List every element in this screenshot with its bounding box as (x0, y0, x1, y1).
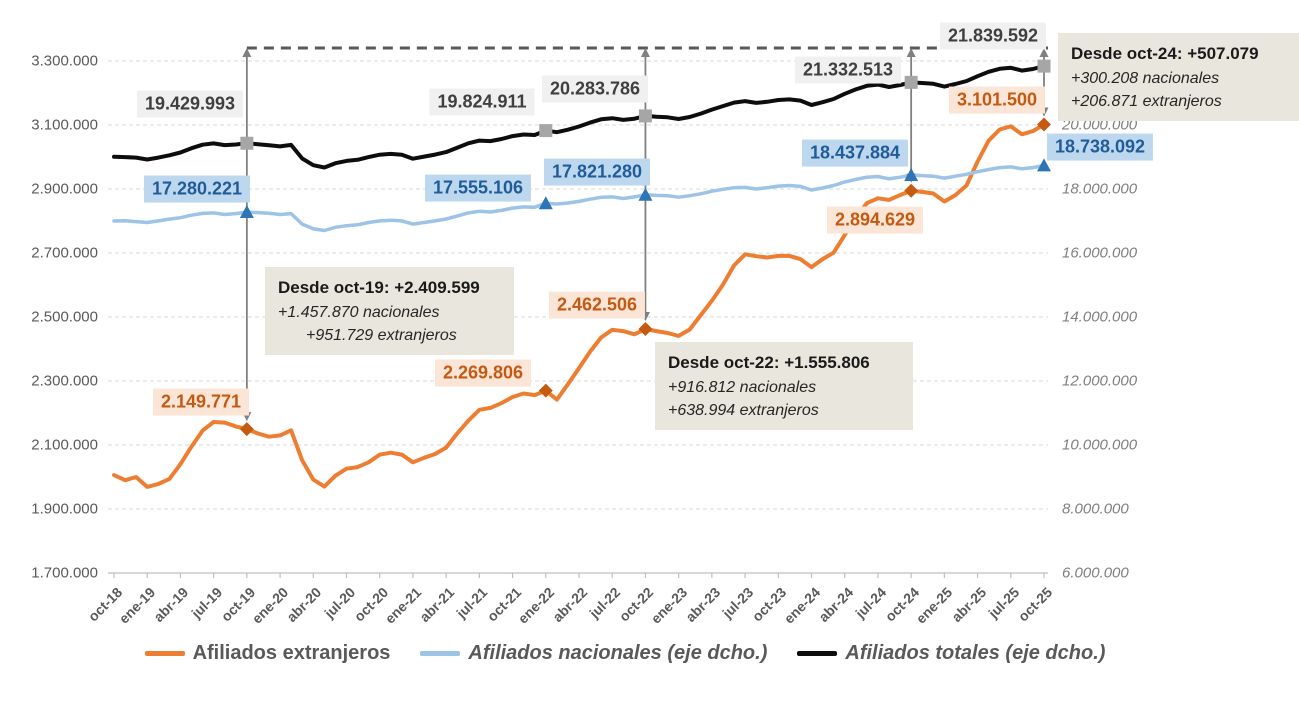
extranjeros-line-swatch-icon (144, 651, 185, 656)
nacionales-triangle-marker-icon (638, 187, 653, 201)
right-axis-tick-label: 12.000.000 (1062, 372, 1138, 390)
extranjeros-line (112, 122, 1046, 489)
annotation-line-extranjeros: +638.994 extranjeros (668, 401, 819, 419)
nacionales-value-label: 18.437.884 (801, 139, 909, 167)
legend-label: Afiliados nacionales (eje dcho.) (468, 642, 768, 664)
right-axis-tick-label: 10.000.000 (1062, 436, 1138, 454)
nacionales-triangle-marker-icon (239, 205, 254, 219)
right-axis-tick-label: 16.000.000 (1062, 244, 1138, 262)
annotation-box-since-oct-19: Desde oct-19: +2.409.599 +1.457.870 naci… (265, 267, 514, 355)
nacionales-triangle-marker-icon (538, 196, 553, 210)
totales-value-label: 19.824.911 (429, 88, 535, 116)
annotation-line-extranjeros: +206.871 extranjeros (1071, 92, 1222, 110)
extranjeros-value-label: 3.101.500 (948, 86, 1046, 114)
arrow-up-icon (242, 48, 252, 57)
nacionales-value-label: 17.280.221 (143, 175, 251, 203)
annotation-box-since-oct-22: Desde oct-22: +1.555.806 +916.812 nacion… (655, 342, 913, 430)
extranjeros-value-label: 2.462.506 (548, 291, 646, 319)
annotation-title: Desde oct-24: +507.079 (1071, 44, 1259, 63)
left-axis-tick-label: 1.900.000 (31, 500, 98, 518)
annotation-line-extranjeros: +951.729 extranjeros (306, 326, 457, 344)
annotation-line-nacionales: +916.812 nacionales (668, 378, 817, 396)
right-axis-tick-label: 14.000.000 (1062, 308, 1138, 326)
right-axis-tick-label: 8.000.000 (1062, 500, 1129, 518)
annotation-line-nacionales: +1.457.870 nacionales (278, 303, 440, 321)
totales-square-marker-icon (539, 124, 553, 138)
extranjeros-diamond-marker-icon (538, 383, 553, 398)
totales-square-marker-icon (904, 75, 918, 89)
nacionales-triangle-marker-icon (904, 167, 919, 181)
totales-square-marker-icon (1037, 59, 1051, 73)
nacionales-value-label: 17.821.280 (543, 158, 651, 186)
extranjeros-value-label: 2.269.806 (434, 359, 532, 387)
nacionales-value-label: 17.555.106 (424, 174, 532, 202)
totales-value-label: 21.839.592 (939, 22, 1047, 50)
legend-label: Afiliados totales (eje dcho.) (845, 642, 1106, 664)
extranjeros-value-label: 2.894.629 (826, 206, 924, 234)
arrow-up-icon (906, 48, 916, 57)
annotation-box-since-oct-24: Desde oct-24: +507.079 +300.208 nacional… (1058, 33, 1299, 121)
legend-label: Afiliados extranjeros (192, 642, 391, 664)
right-axis-tick-label: 18.000.000 (1062, 180, 1138, 198)
extranjeros-diamond-marker-icon (1037, 117, 1051, 132)
left-axis-tick-label: 2.500.000 (31, 308, 98, 326)
left-axis-tick-label: 2.100.000 (31, 436, 98, 454)
arrow-up-icon (640, 48, 650, 57)
nacionales-triangle-marker-icon (1037, 158, 1051, 172)
nacionales-line (112, 163, 1046, 233)
totales-square-marker-icon (240, 136, 254, 150)
totales-value-label: 20.283.786 (541, 75, 649, 103)
right-axis-tick-label: 6.000.000 (1062, 564, 1129, 582)
extranjeros-diamond-marker-icon (239, 422, 254, 437)
extranjeros-diamond-marker-icon (638, 321, 653, 336)
left-axis-tick-label: 2.700.000 (31, 244, 98, 262)
left-axis-tick-label: 2.900.000 (31, 180, 98, 198)
totales-line (112, 64, 1046, 170)
annotation-line-nacionales: +300.208 nacionales (1071, 69, 1220, 87)
legend: Afiliados extranjeros Afiliados nacional… (0, 642, 1250, 665)
extranjeros-value-label: 2.149.771 (152, 388, 250, 416)
annotation-title: Desde oct-19: +2.409.599 (278, 278, 480, 297)
left-axis-tick-label: 3.100.000 (31, 116, 98, 134)
legend-item-totales: Afiliados totales (eje dcho.) (797, 642, 1105, 665)
totales-value-label: 21.332.513 (794, 56, 902, 84)
totales-value-label: 19.429.993 (136, 90, 244, 118)
left-axis-tick-label: 3.300.000 (31, 52, 98, 70)
extranjeros-diamond-marker-icon (904, 183, 919, 198)
legend-item-extranjeros: Afiliados extranjeros (144, 642, 391, 665)
annotation-title: Desde oct-22: +1.555.806 (668, 353, 870, 372)
nacionales-line-swatch-icon (420, 651, 461, 656)
arrow-up-icon (1039, 48, 1049, 57)
totales-line-swatch-icon (797, 651, 838, 656)
totales-square-marker-icon (638, 109, 652, 123)
left-axis-tick-label: 2.300.000 (31, 372, 98, 390)
legend-item-nacionales: Afiliados nacionales (eje dcho.) (420, 642, 767, 665)
left-axis-tick-label: 1.700.000 (31, 564, 98, 582)
nacionales-value-label: 18.738.092 (1046, 133, 1154, 161)
